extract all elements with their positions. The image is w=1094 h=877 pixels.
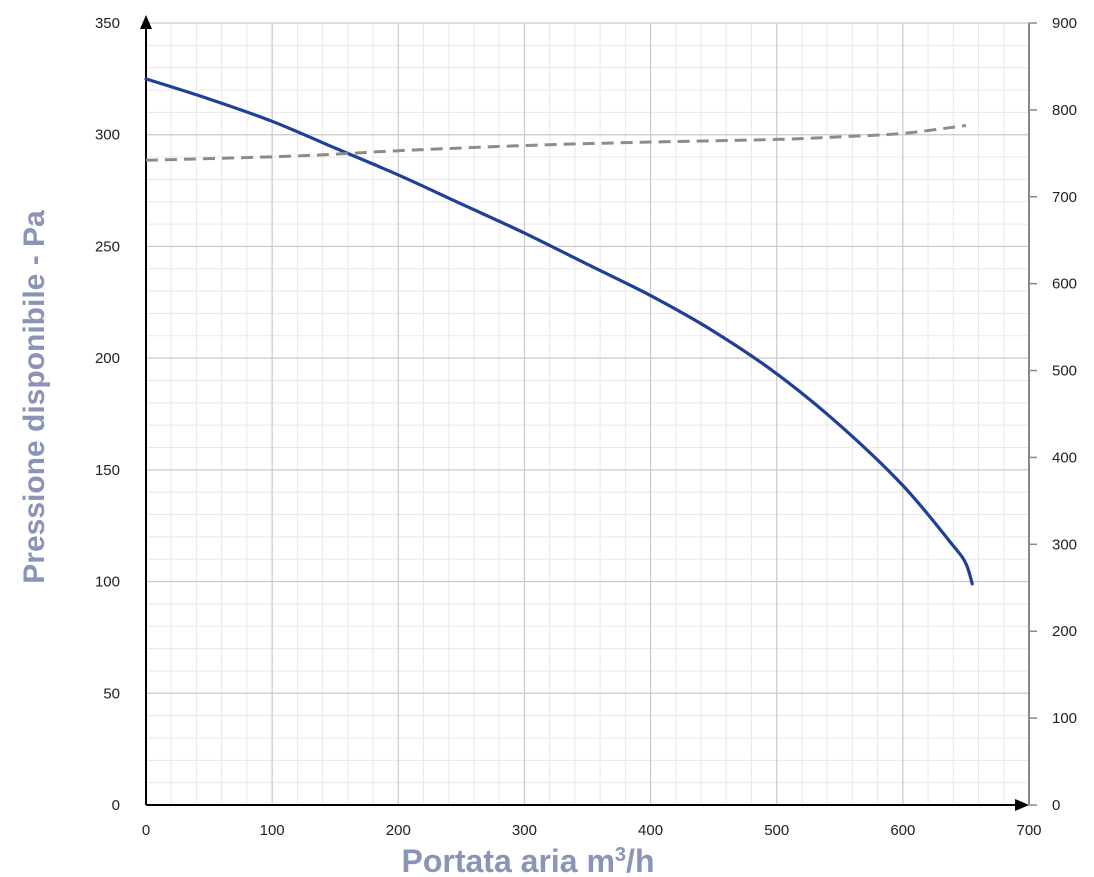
x-axis-title-superscript: 3 — [615, 844, 626, 866]
y-tick-label: 300 — [95, 127, 120, 144]
series-line-left-axis — [144, 77, 974, 586]
x-tick-label: 0 — [142, 822, 150, 839]
y2-tick-label: 300 — [1052, 536, 1077, 553]
x-tick-label: 500 — [764, 822, 789, 839]
x-tick-label: 700 — [1016, 822, 1041, 839]
x-axis-title-tail: /h — [626, 843, 654, 877]
y-axis-title: Pressione disponibile - Pa — [18, 210, 51, 584]
x-tick-label: 600 — [890, 822, 915, 839]
y-tick-label: 350 — [95, 15, 120, 32]
y-tick-label: 250 — [95, 238, 120, 255]
x-axis-title-main: Portata aria m — [402, 843, 615, 877]
y2-tick-label: 700 — [1052, 189, 1077, 206]
x-axis-arrow — [1015, 799, 1029, 811]
y2-tick-label: 0 — [1052, 797, 1060, 814]
y2-tick-label: 500 — [1052, 363, 1077, 380]
tick-labels: 0 100 200 300 400 500 600 700 0 50 100 150 200 250 300… — [95, 15, 1077, 839]
y-tick-label: 100 — [95, 574, 120, 591]
series-line-right-axis — [145, 124, 967, 162]
x-tick-label: 400 — [638, 822, 663, 839]
y2-tick-label: 600 — [1052, 276, 1077, 293]
y-tick-label: 50 — [103, 685, 120, 702]
y2-tick-label: 100 — [1052, 710, 1077, 727]
y2-tick-label: 900 — [1052, 15, 1077, 32]
y-tick-label: 0 — [112, 797, 120, 814]
x-tick-label: 200 — [386, 822, 411, 839]
x-tick-label: 300 — [512, 822, 537, 839]
y-tick-label: 200 — [95, 350, 120, 367]
series-layer — [144, 77, 974, 586]
minor-grid — [146, 23, 1029, 805]
major-grid — [145, 22, 1030, 806]
y-tick-label: 150 — [95, 462, 120, 479]
y-axis-arrow — [140, 15, 152, 29]
x-tick-label: 100 — [260, 822, 285, 839]
y2-tick-label: 400 — [1052, 449, 1077, 466]
y2-tick-label: 200 — [1052, 623, 1077, 640]
y2-tick-label: 800 — [1052, 102, 1077, 119]
x-axis-title: Portata aria m3/h — [402, 843, 655, 877]
axes — [140, 15, 1037, 811]
